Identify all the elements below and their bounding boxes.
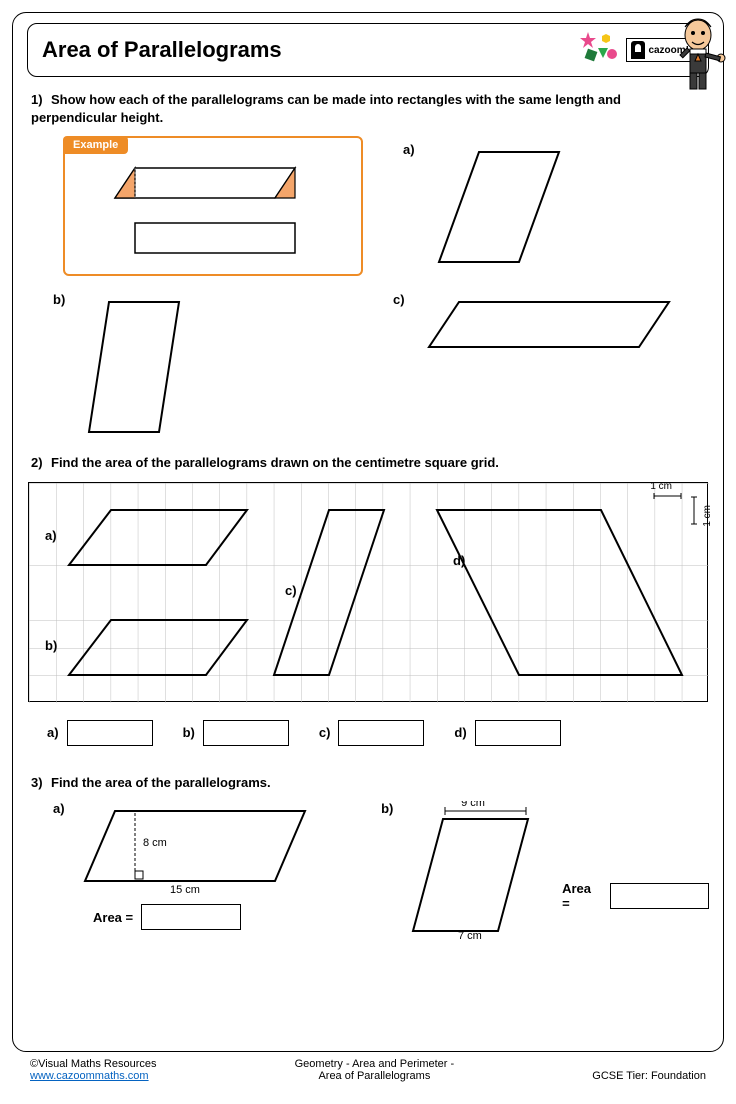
q2a-label: a) <box>45 528 57 543</box>
area-label-b: Area = <box>562 881 602 911</box>
q2-text: 2)Find the area of the parallelograms dr… <box>27 454 709 472</box>
q1a-label: a) <box>403 142 415 157</box>
shapes-icon <box>580 30 620 70</box>
q1b-shape <box>79 292 199 442</box>
answer-box-d[interactable] <box>475 720 561 746</box>
mascot-icon <box>668 13 728 93</box>
footer: ©Visual Maths Resources www.cazoommaths.… <box>12 1052 724 1082</box>
answer-box-b[interactable] <box>203 720 289 746</box>
question-1: 1)Show how each of the parallelograms ca… <box>27 91 709 442</box>
footer-topic-2: Area of Parallelograms <box>295 1070 455 1082</box>
q3b-shape: 9 cm 7 cm <box>403 801 552 941</box>
footer-tier: GCSE Tier: Foundation <box>592 1070 706 1082</box>
q3b-label: b) <box>381 801 393 941</box>
area-box-b[interactable] <box>610 883 709 909</box>
q1-text: 1)Show how each of the parallelograms ca… <box>27 91 709 126</box>
grid-svg <box>29 483 709 703</box>
q2-grid: a) b) c) d) 1 cm 1 cm <box>28 482 708 702</box>
title-bar: Area of Parallelograms cazoom! <box>27 23 709 77</box>
scale-y: 1 cm <box>702 505 713 527</box>
scale-x: 1 cm <box>650 481 672 492</box>
answer-box-c[interactable] <box>338 720 424 746</box>
brand-icon <box>631 41 645 59</box>
page-title: Area of Parallelograms <box>42 37 282 63</box>
q3a-label: a) <box>53 801 65 896</box>
svg-text:8 cm: 8 cm <box>143 837 167 849</box>
q1b-label: b) <box>53 292 65 307</box>
example-label: Example <box>63 136 128 154</box>
q2-answers: a) b) c) d) <box>27 716 709 762</box>
example-diagram <box>65 138 361 274</box>
q3-text: 3)Find the area of the parallelograms. <box>27 774 709 792</box>
q2c-label: c) <box>285 583 297 598</box>
area-box-a[interactable] <box>141 904 241 930</box>
question-3: 3)Find the area of the parallelograms. a… <box>27 774 709 942</box>
example-box: Example <box>63 136 363 276</box>
q2d-label: d) <box>453 553 465 568</box>
footer-link[interactable]: www.cazoommaths.com <box>30 1070 149 1082</box>
q3a-shape: 8 cm 15 cm <box>75 801 315 896</box>
svg-text:15 cm: 15 cm <box>170 884 200 896</box>
q1a-shape <box>429 142 569 272</box>
area-label-a: Area = <box>93 910 133 925</box>
copyright: ©Visual Maths Resources <box>30 1058 157 1070</box>
question-2: 2)Find the area of the parallelograms dr… <box>27 454 709 762</box>
q1c-shape <box>419 292 679 372</box>
q1c-label: c) <box>393 292 405 307</box>
svg-text:9 cm: 9 cm <box>461 801 485 809</box>
svg-text:7 cm: 7 cm <box>458 930 482 941</box>
footer-topic-1: Geometry - Area and Perimeter - <box>295 1058 455 1070</box>
q2b-label: b) <box>45 638 57 653</box>
answer-box-a[interactable] <box>67 720 153 746</box>
